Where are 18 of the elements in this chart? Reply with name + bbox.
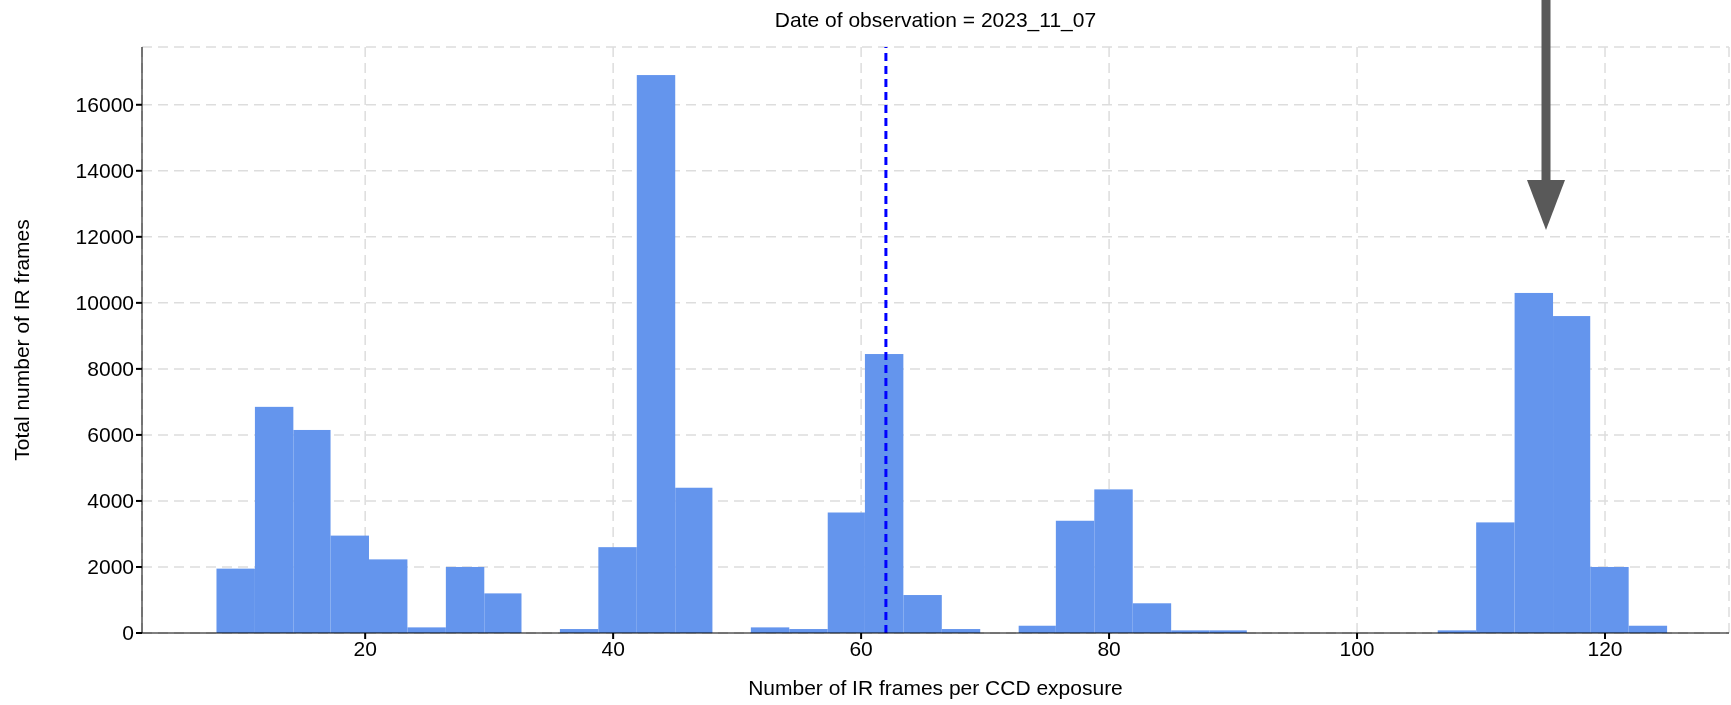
y-tick-label: 4000 <box>87 489 134 513</box>
x-axis-title: Number of IR frames per CCD exposure <box>748 676 1123 699</box>
x-tick-label: 120 <box>1587 636 1623 660</box>
y-tick-label: 16000 <box>75 93 134 117</box>
y-tick-label: 0 <box>122 621 134 645</box>
x-tick-label: 60 <box>849 636 873 660</box>
y-tick-label: 8000 <box>87 357 134 381</box>
y-tick-label: 10000 <box>75 291 134 315</box>
chart-title: Date of observation = 2023_11_07 <box>773 8 1098 32</box>
x-tick-label: 40 <box>601 636 625 660</box>
x-tick-label: 80 <box>1097 636 1121 660</box>
y-tick-label: 12000 <box>75 225 134 249</box>
y-tick-label: 14000 <box>75 159 134 183</box>
y-tick-label: 2000 <box>87 555 134 579</box>
x-tick-label: 20 <box>353 636 377 660</box>
y-axis-title: Total number of IR frames <box>10 219 34 461</box>
y-tick-label: 6000 <box>87 423 134 447</box>
x-tick-label: 100 <box>1339 636 1375 660</box>
